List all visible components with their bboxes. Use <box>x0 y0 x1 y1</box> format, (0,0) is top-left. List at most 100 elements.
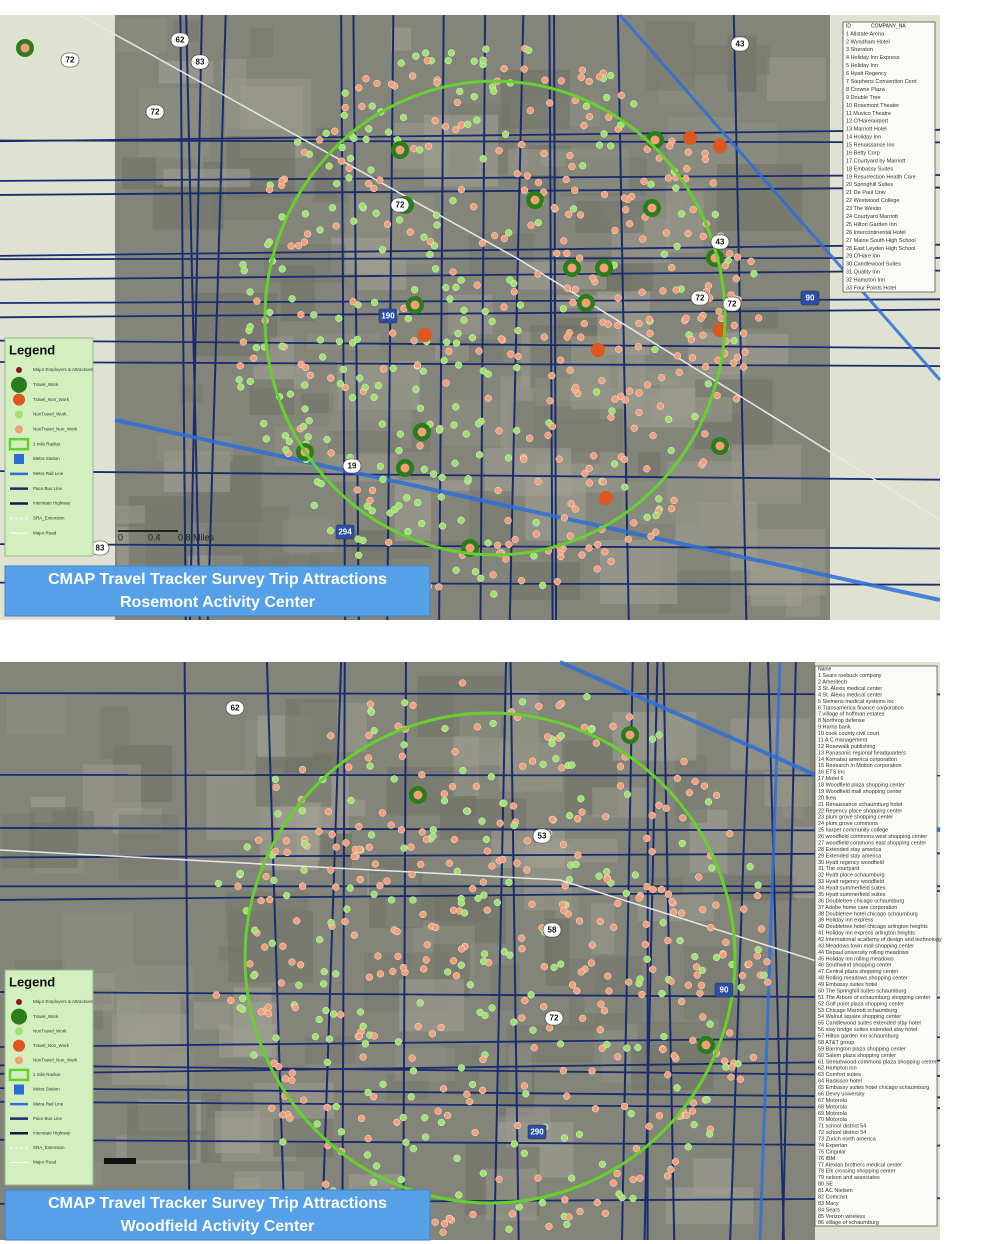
nontravel-nonwork-point <box>721 1057 729 1065</box>
route-shield <box>170 32 190 48</box>
legend-symbol <box>16 367 22 373</box>
route-shield <box>710 234 730 250</box>
nontravel-nonwork-point <box>236 362 244 370</box>
nontravel-nonwork-point <box>262 872 270 881</box>
nontravel-nonwork-point <box>561 882 569 890</box>
nontravel-nonwork-point <box>337 157 346 165</box>
nontravel-work-point <box>480 950 489 958</box>
nontravel-work-point <box>603 93 611 102</box>
nontravel-work-point <box>482 835 491 843</box>
nontravel-nonwork-point <box>234 882 242 890</box>
nontravel-nonwork-point <box>500 303 508 311</box>
nontravel-nonwork-point <box>359 1053 367 1061</box>
nontravel-nonwork-point <box>449 268 457 276</box>
legend-label: Major Road <box>33 1160 57 1165</box>
nontravel-work-point <box>737 983 745 992</box>
nontravel-nonwork-point <box>576 211 585 219</box>
nontravel-nonwork-point <box>345 763 353 771</box>
nontravel-nonwork-point <box>578 66 586 74</box>
nontravel-work-point <box>346 884 354 892</box>
nontravel-nonwork-point <box>327 732 335 740</box>
legend-label: Interstate Highway <box>33 501 71 506</box>
nontravel-nonwork-point <box>601 1209 609 1217</box>
travel-work-center <box>395 145 405 155</box>
nontravel-nonwork-point <box>664 937 672 945</box>
company-row: 41 Holiday inn express arlington heights <box>818 931 915 937</box>
nontravel-nonwork-point <box>466 1098 474 1106</box>
nontravel-nonwork-point <box>632 1145 641 1153</box>
nontravel-nonwork-point <box>561 1196 569 1204</box>
terrain-patch <box>327 431 401 454</box>
nontravel-work-point <box>437 1118 446 1127</box>
nontravel-work-point <box>394 1038 402 1046</box>
route-label: 83 <box>96 544 105 553</box>
nontravel-nonwork-point <box>581 470 589 478</box>
nontravel-nonwork-point <box>590 452 598 460</box>
nontravel-work-point <box>437 493 445 501</box>
nontravel-nonwork-point <box>328 831 336 839</box>
nontravel-work-point <box>298 807 306 815</box>
nontravel-nonwork-point <box>425 142 433 150</box>
nontravel-nonwork-point <box>417 860 425 869</box>
company-row: 52 Golf point plaza shopping center <box>818 1001 904 1007</box>
company-row: 17 Courtyard by Marriott <box>846 158 906 164</box>
nontravel-nonwork-point <box>410 145 418 153</box>
travel-work-center <box>599 263 609 273</box>
nontravel-nonwork-point <box>337 1011 345 1019</box>
nontravel-work-point <box>390 775 398 783</box>
company-row: 9 Harris bank <box>818 725 851 731</box>
road <box>0 308 941 319</box>
terrain-patch <box>509 736 541 787</box>
nontravel-work-point <box>250 972 258 980</box>
nontravel-nonwork-point <box>406 228 414 236</box>
nontravel-nonwork-point <box>323 1103 331 1111</box>
nontravel-nonwork-point <box>620 194 628 202</box>
nontravel-work-point <box>676 937 684 945</box>
nontravel-nonwork-point <box>545 1222 553 1231</box>
nontravel-nonwork-point <box>573 815 582 823</box>
nontravel-nonwork-point <box>420 965 428 973</box>
nontravel-work-point <box>575 1130 584 1138</box>
nontravel-nonwork-point <box>553 578 561 586</box>
nontravel-nonwork-point <box>495 1175 503 1183</box>
company-row: 24 Courtyard Marriott <box>846 214 898 220</box>
nontravel-nonwork-point <box>728 1063 736 1071</box>
travel-nonwork-point <box>713 139 727 153</box>
company-row: 15 Research in Motion corporation <box>818 763 902 769</box>
nontravel-nonwork-point <box>500 234 508 243</box>
company-row: 63 Comfort suites <box>818 1072 861 1078</box>
nontravel-nonwork-point <box>730 321 738 330</box>
nontravel-nonwork-point <box>306 371 315 379</box>
legend-label: 1 mile Radius <box>33 1072 61 1077</box>
road <box>0 269 941 281</box>
scale-label: 0.4 <box>148 532 161 542</box>
nontravel-work-point <box>313 1120 321 1128</box>
company-row: 36 Doubletree chicago schaumburg <box>818 898 904 904</box>
nontravel-work-point <box>420 465 428 473</box>
nontravel-work-point <box>454 329 462 338</box>
nontravel-nonwork-point <box>641 940 650 949</box>
route-shield <box>542 922 562 938</box>
nontravel-work-point <box>559 305 567 313</box>
nontravel-work-point <box>608 407 616 415</box>
nontravel-nonwork-point <box>621 396 629 404</box>
nontravel-nonwork-point <box>571 285 580 293</box>
nontravel-work-point <box>397 1175 405 1184</box>
nontravel-work-point <box>557 960 565 968</box>
nontravel-work-point <box>453 867 462 875</box>
nontravel-work-point <box>278 265 286 273</box>
nontravel-nonwork-point <box>615 345 623 353</box>
terrain-patch <box>622 480 700 524</box>
company-row: 21 De Paul Univ <box>846 190 886 196</box>
company-row: 25 Hilton Garden Inn <box>846 222 897 228</box>
nontravel-nonwork-point <box>699 331 707 339</box>
road <box>0 1138 941 1147</box>
nontravel-work-point <box>285 437 294 445</box>
company-header: ID <box>846 23 851 29</box>
road <box>179 14 187 621</box>
terrain-patch <box>666 186 704 253</box>
nontravel-nonwork-point <box>300 148 309 156</box>
nontravel-nonwork-point <box>613 1169 621 1178</box>
nontravel-work-point <box>414 498 422 507</box>
nontravel-nonwork-point <box>645 315 653 324</box>
